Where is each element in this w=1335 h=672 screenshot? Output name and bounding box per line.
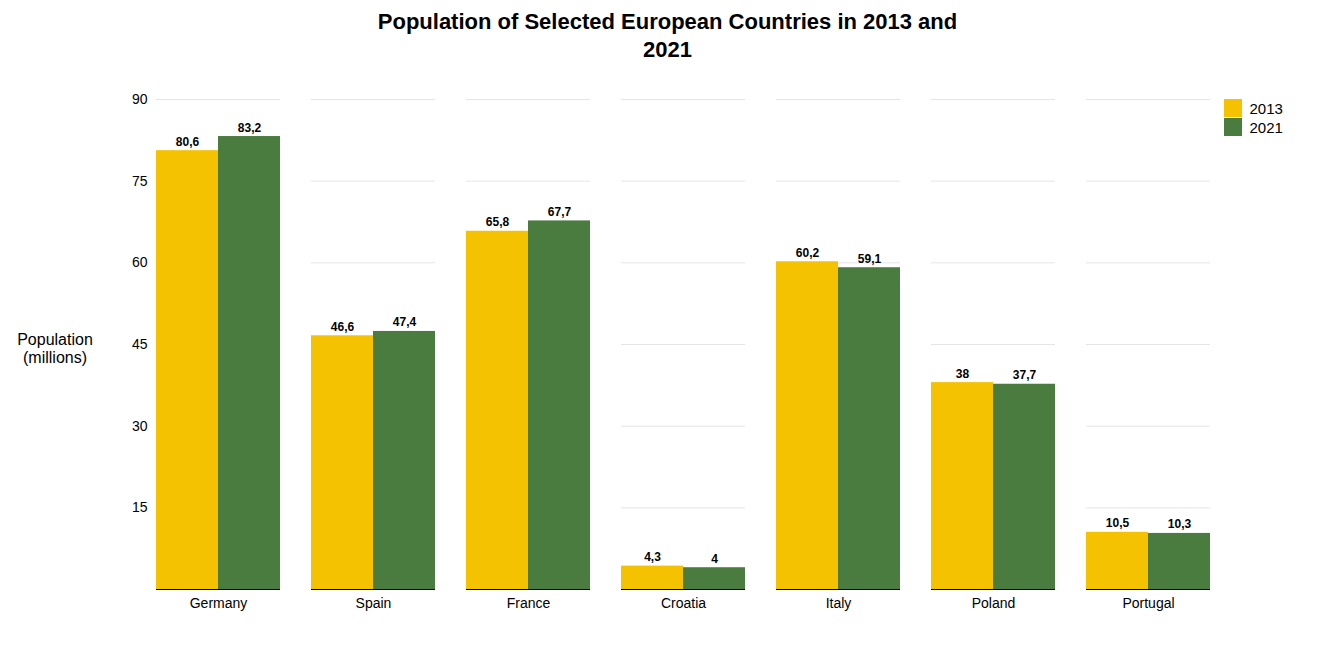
svg-text:Italy: Italy xyxy=(826,595,852,611)
svg-text:4: 4 xyxy=(711,552,718,566)
svg-text:37,7: 37,7 xyxy=(1013,368,1037,382)
svg-text:38: 38 xyxy=(956,367,970,381)
svg-text:90: 90 xyxy=(132,91,148,107)
html-text:Population (millions): Population (millions) xyxy=(17,331,93,366)
svg-text:France: France xyxy=(507,595,551,611)
svg-text:Germany: Germany xyxy=(190,595,248,611)
html-text:2021: 2021 xyxy=(1249,118,1283,136)
html-text:2013: 2013 xyxy=(1249,99,1283,117)
svg-text:Poland: Poland xyxy=(972,595,1016,611)
svg-text:15: 15 xyxy=(132,499,148,515)
svg-text:59,1: 59,1 xyxy=(858,252,882,266)
svg-text:60,2: 60,2 xyxy=(796,246,820,260)
svg-text:45: 45 xyxy=(132,336,148,352)
svg-text:83,2: 83,2 xyxy=(238,121,262,135)
svg-text:67,7: 67,7 xyxy=(548,205,572,219)
svg-text:4,3: 4,3 xyxy=(644,550,661,564)
svg-text:65,8: 65,8 xyxy=(486,215,510,229)
svg-text:30: 30 xyxy=(132,418,148,434)
svg-text:Croatia: Croatia xyxy=(661,595,706,611)
svg-text:Portugal: Portugal xyxy=(1122,595,1174,611)
svg-text:10,3: 10,3 xyxy=(1168,517,1192,531)
svg-text:60: 60 xyxy=(132,254,148,270)
svg-text:Spain: Spain xyxy=(356,595,392,611)
svg-text:10,5: 10,5 xyxy=(1106,516,1130,530)
html-text:Population of Selected Europea: Population of Selected European Countrie… xyxy=(377,9,958,62)
svg-text:80,6: 80,6 xyxy=(176,135,200,149)
svg-text:75: 75 xyxy=(132,173,148,189)
svg-text:46,6: 46,6 xyxy=(331,320,355,334)
svg-text:47,4: 47,4 xyxy=(393,315,417,329)
